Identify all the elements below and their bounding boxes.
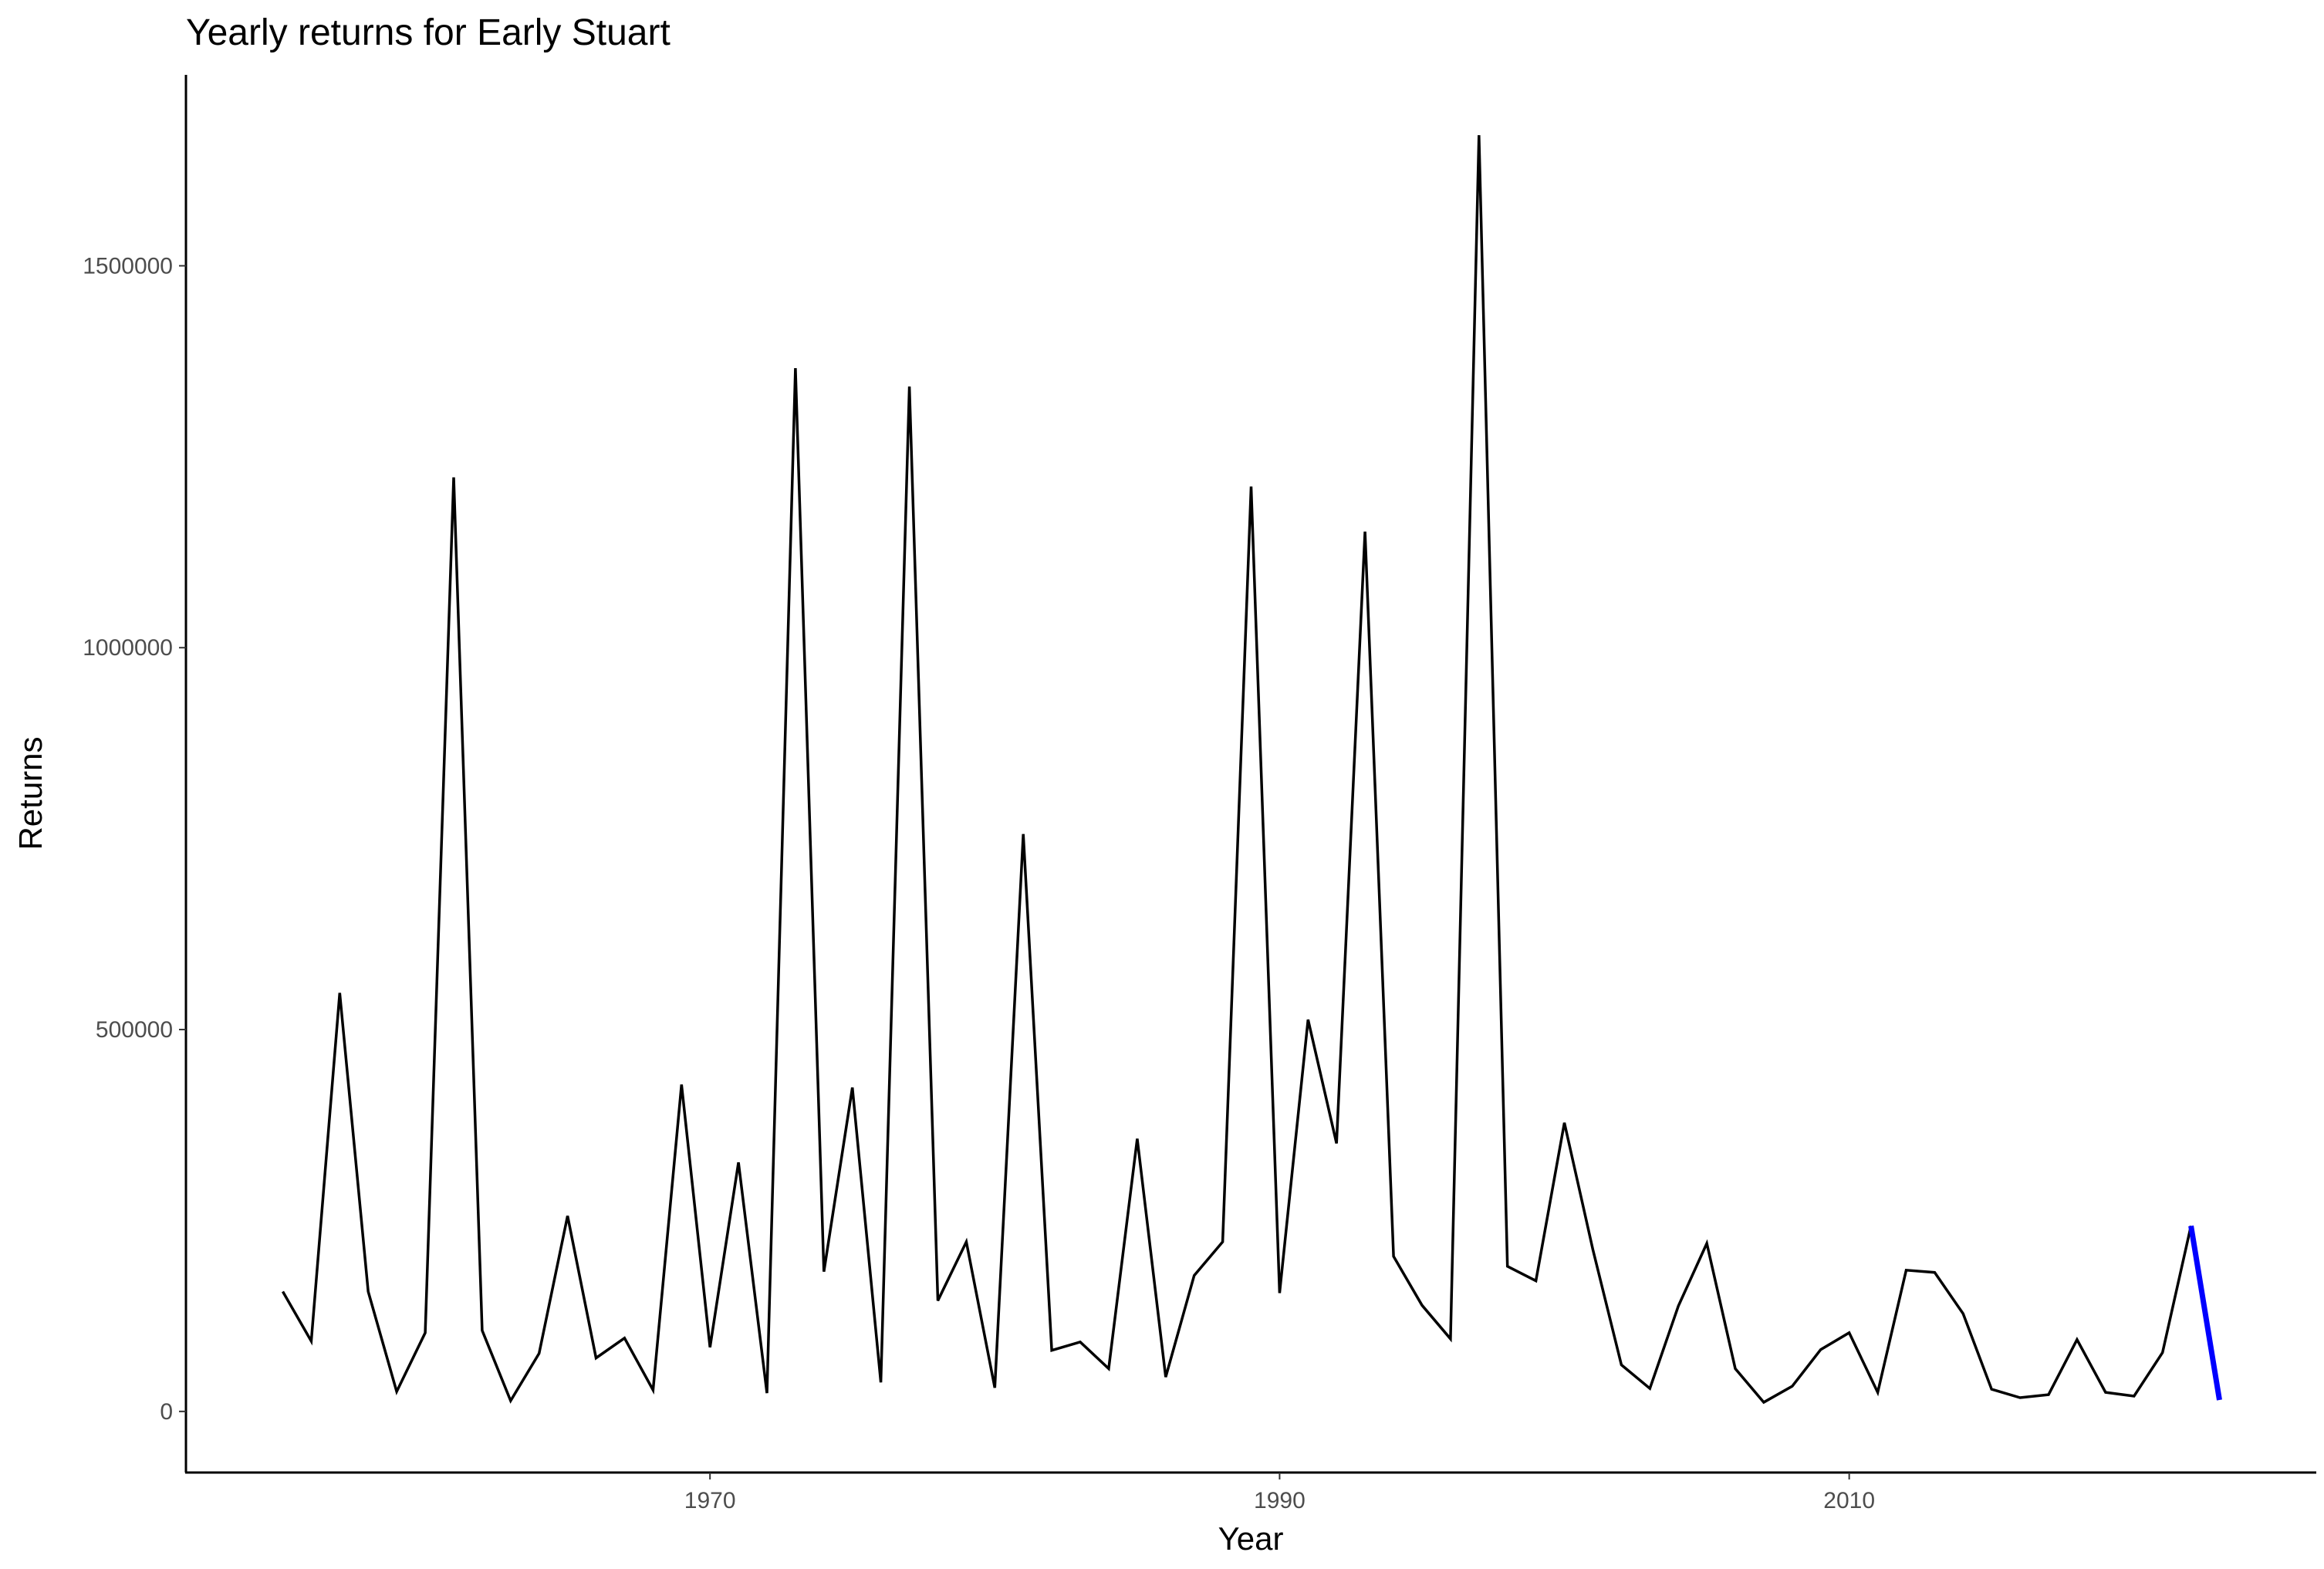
x-ticks: 1970 1990 2010 <box>684 1473 1875 1513</box>
series-lines <box>281 135 2222 1405</box>
y-tick-label: 1500000 <box>83 253 173 279</box>
y-ticks: 0 500000 1000000 1500000 <box>83 253 186 1425</box>
series-line-returns <box>281 135 2193 1405</box>
x-tick-label: 2010 <box>1823 1488 1875 1513</box>
y-axis-title: Returns <box>12 736 49 850</box>
series-line-highlight <box>2188 1225 2222 1401</box>
y-tick-label: 0 <box>160 1399 173 1425</box>
y-tick-label: 1000000 <box>83 635 173 661</box>
x-axis-title: Year <box>1218 1520 1284 1557</box>
y-tick-label: 500000 <box>96 1017 173 1043</box>
x-tick-label: 1990 <box>1254 1488 1306 1513</box>
chart-title: Yearly returns for Early Stuart <box>186 12 671 53</box>
x-tick-label: 1970 <box>684 1488 736 1513</box>
